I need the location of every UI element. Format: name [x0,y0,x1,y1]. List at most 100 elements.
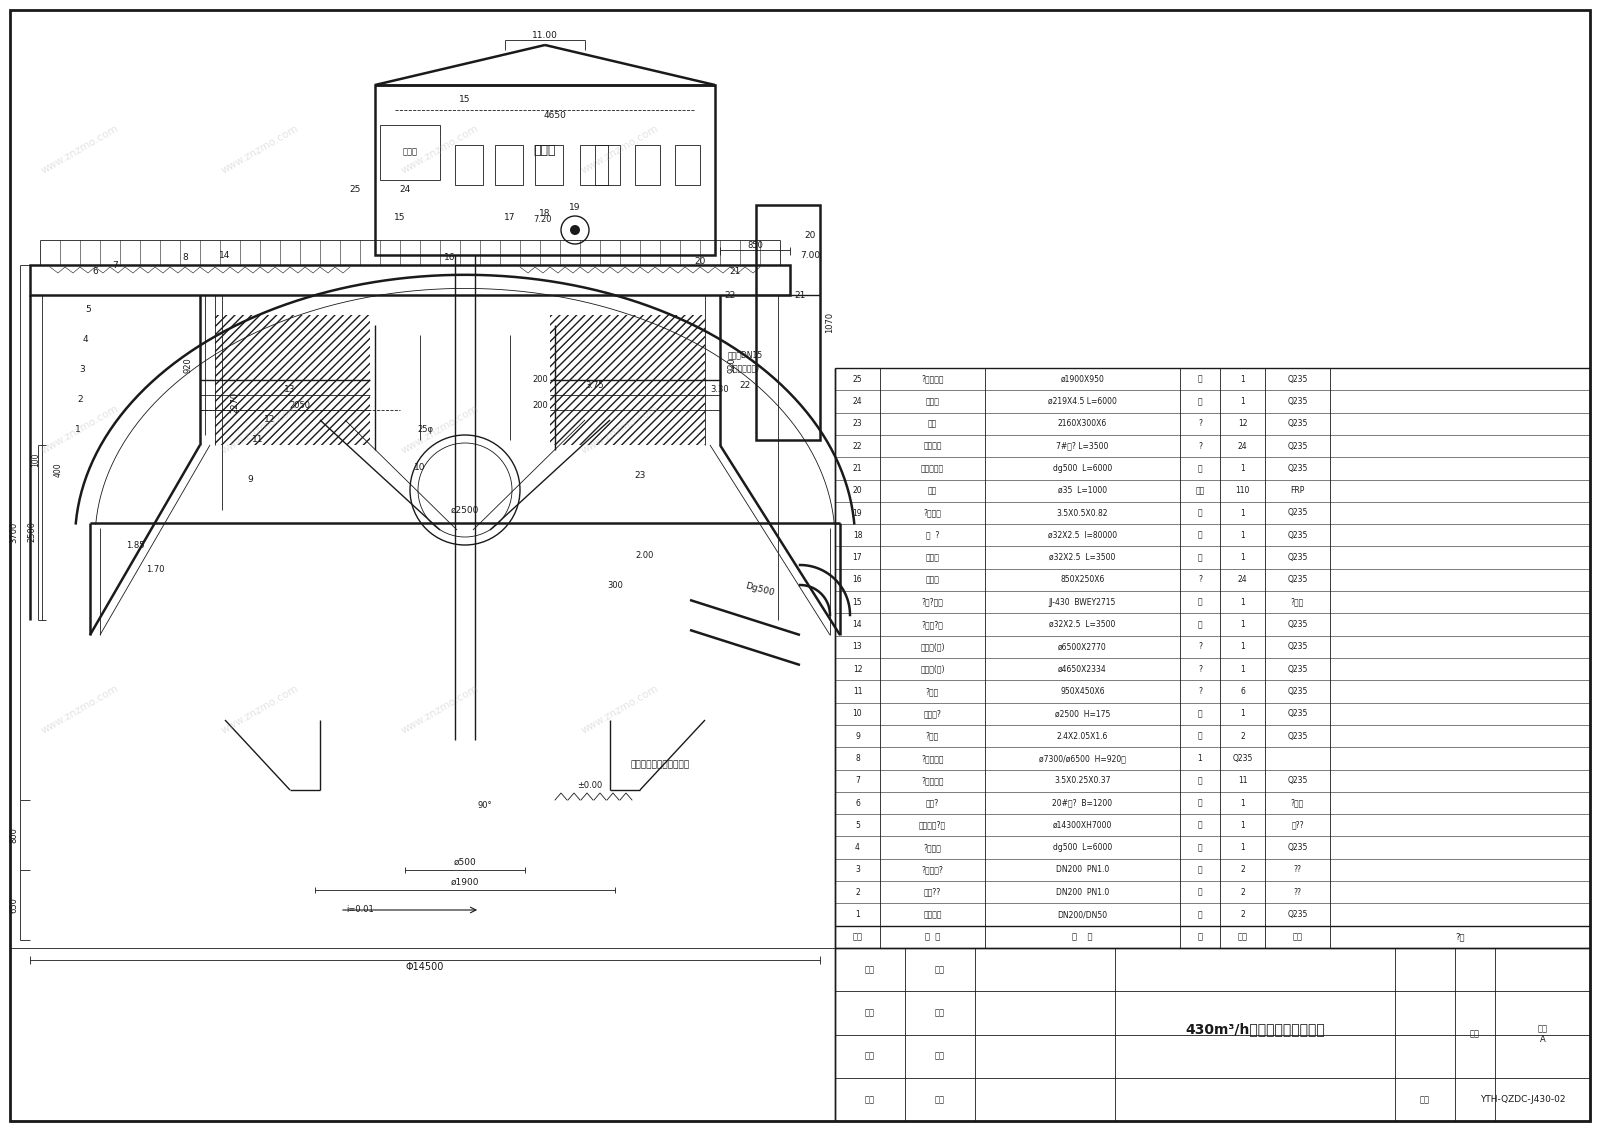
Text: ø219X4.5 L=6000: ø219X4.5 L=6000 [1048,397,1117,406]
Text: 21: 21 [794,291,806,300]
Text: 800: 800 [10,827,19,843]
Text: www.znzmo.com: www.znzmo.com [219,404,301,456]
Text: 台: 台 [1198,821,1202,830]
Text: www.znzmo.com: www.znzmo.com [579,123,661,176]
Text: 20: 20 [805,231,816,240]
Text: 850X250X6: 850X250X6 [1061,576,1104,585]
Text: ø32X2.5  L=3500: ø32X2.5 L=3500 [1050,553,1115,562]
Text: 9: 9 [854,732,859,741]
Text: ø2500  H=175: ø2500 H=175 [1054,709,1110,718]
Text: Q235: Q235 [1288,776,1307,785]
Text: 25: 25 [853,374,862,383]
Text: 机加池外?体: 机加池外?体 [918,821,946,830]
Text: 排气管: 排气管 [925,553,939,562]
Text: 400: 400 [53,463,62,477]
Text: 扶  ?: 扶 ? [926,530,939,539]
Text: ø32X2.5  L=3500: ø32X2.5 L=3500 [1050,620,1115,629]
Text: 12: 12 [853,665,862,674]
Text: 3.5X0.25X0.37: 3.5X0.25X0.37 [1054,776,1110,785]
Text: 11: 11 [253,435,264,444]
Text: 数量: 数量 [1237,932,1248,941]
Text: 19: 19 [570,204,581,213]
Text: 24: 24 [1238,441,1248,450]
Bar [550,316,706,444]
Bar [214,316,370,444]
Text: 4650: 4650 [544,111,566,120]
Text: www.znzmo.com: www.znzmo.com [579,684,661,736]
Text: 430m³/h机械加速污水澄清池: 430m³/h机械加速污水澄清池 [1186,1022,1325,1036]
Bar [595,145,621,185]
Text: 15: 15 [853,597,862,606]
Text: 件: 件 [1198,709,1202,718]
Text: 22: 22 [725,291,736,300]
Text: ??: ?? [1293,865,1301,874]
Text: 内筒体(二): 内筒体(二) [920,642,944,651]
Text: DN200/DN50: DN200/DN50 [1058,910,1107,920]
Text: YTH-QZDC-J430-02: YTH-QZDC-J430-02 [1480,1095,1565,1104]
Bar [579,145,608,185]
Text: 2.4X2.05X1.6: 2.4X2.05X1.6 [1058,732,1109,741]
Text: 件: 件 [1198,732,1202,741]
Text: 立方: 立方 [1195,486,1205,495]
Text: 110: 110 [1235,486,1250,495]
Text: Q235: Q235 [1232,754,1253,763]
Text: 1: 1 [75,425,82,434]
Text: 日期: 日期 [934,1052,946,1061]
Text: 920: 920 [184,357,192,373]
Text: ø500: ø500 [454,857,477,866]
Text: 3700: 3700 [10,521,19,543]
Text: 6: 6 [854,798,859,808]
Text: 12: 12 [1238,420,1248,429]
Text: FRP: FRP [1290,486,1304,495]
Text: 套: 套 [1198,597,1202,606]
Text: ø14300XH7000: ø14300XH7000 [1053,821,1112,830]
Text: 1: 1 [1240,530,1245,539]
Text: 24: 24 [1238,576,1248,585]
Text: 20#槽?  B=1200: 20#槽? B=1200 [1053,798,1112,808]
Text: 检查: 检查 [866,1052,875,1061]
Text: 2: 2 [1240,865,1245,874]
Text: 整流板: 整流板 [925,576,939,585]
Text: ?: ? [1198,665,1202,674]
Circle shape [570,225,579,235]
Text: 2: 2 [1240,888,1245,897]
Text: ?合件: ?合件 [1291,597,1304,606]
Text: 2: 2 [1240,910,1245,920]
Text: 1: 1 [1240,464,1245,473]
Text: 只: 只 [1198,865,1202,874]
Text: www.znzmo.com: www.znzmo.com [400,123,480,176]
Text: 13: 13 [853,642,862,651]
Text: Q235: Q235 [1288,620,1307,629]
Text: 出水口接管: 出水口接管 [922,464,944,473]
Text: ?型排水帽: ?型排水帽 [922,374,944,383]
Text: 填料: 填料 [928,486,938,495]
Text: 机械间: 机械间 [534,144,557,156]
Text: ?桁?滤机: ?桁?滤机 [922,597,944,606]
Text: 23: 23 [634,470,646,480]
Text: 11: 11 [1238,776,1248,785]
Text: ?: ? [1198,441,1202,450]
Text: 2: 2 [854,888,859,897]
Text: 24: 24 [400,185,411,195]
Text: 1: 1 [1240,397,1245,406]
Text: 2: 2 [1240,732,1245,741]
Text: 1.85: 1.85 [126,541,144,550]
Text: 3.5X0.5X0.82: 3.5X0.5X0.82 [1056,509,1109,518]
Text: 200: 200 [533,375,547,385]
Text: 序号: 序号 [853,932,862,941]
Text: 1.70: 1.70 [146,566,165,575]
Text: 3: 3 [854,865,859,874]
Bar [454,145,483,185]
Text: Q235: Q235 [1288,709,1307,718]
Bar [675,145,701,185]
Text: Q235: Q235 [1288,420,1307,429]
Text: 日期: 日期 [934,1095,946,1104]
Text: 版次: 版次 [1470,1029,1480,1038]
Text: 提升叶?: 提升叶? [923,709,941,718]
Text: 2500: 2500 [27,521,37,543]
Text: 9: 9 [246,475,253,484]
Text: Q235: Q235 [1288,843,1307,852]
Text: ?磁排泥?: ?磁排泥? [922,865,944,874]
Text: 型    号: 型 号 [1072,932,1093,941]
Bar [494,145,523,185]
